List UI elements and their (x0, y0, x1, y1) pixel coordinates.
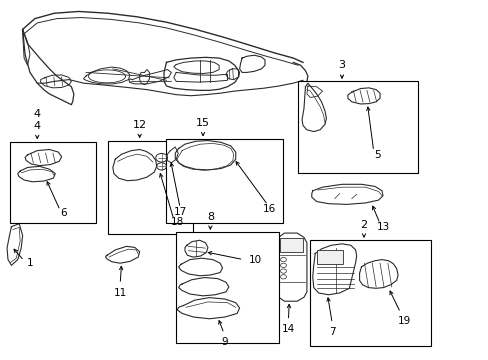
Text: 8: 8 (206, 212, 213, 222)
Bar (176, 232, 278, 343)
Text: 9: 9 (221, 337, 228, 347)
Bar (310, 240, 430, 346)
Bar (166, 139, 282, 223)
Text: 6: 6 (60, 208, 66, 218)
Text: 2: 2 (360, 220, 367, 230)
Text: 19: 19 (397, 316, 410, 326)
Text: 13: 13 (376, 222, 389, 232)
Text: 11: 11 (113, 288, 126, 298)
Text: 7: 7 (328, 327, 335, 337)
Text: 10: 10 (248, 255, 261, 265)
Bar (10, 142, 96, 223)
Bar (298, 81, 417, 173)
Text: 12: 12 (132, 120, 146, 130)
Text: 3: 3 (338, 60, 345, 70)
Text: 15: 15 (196, 118, 210, 129)
Text: 16: 16 (263, 204, 276, 214)
Bar (279, 238, 303, 252)
Bar (108, 140, 193, 234)
Bar (316, 250, 343, 264)
Text: 14: 14 (281, 324, 294, 334)
Text: 1: 1 (26, 258, 33, 268)
Text: 5: 5 (373, 150, 380, 160)
Text: 17: 17 (173, 207, 186, 217)
Text: 4: 4 (34, 121, 41, 131)
Text: 4: 4 (34, 109, 41, 119)
Text: 18: 18 (170, 217, 183, 227)
